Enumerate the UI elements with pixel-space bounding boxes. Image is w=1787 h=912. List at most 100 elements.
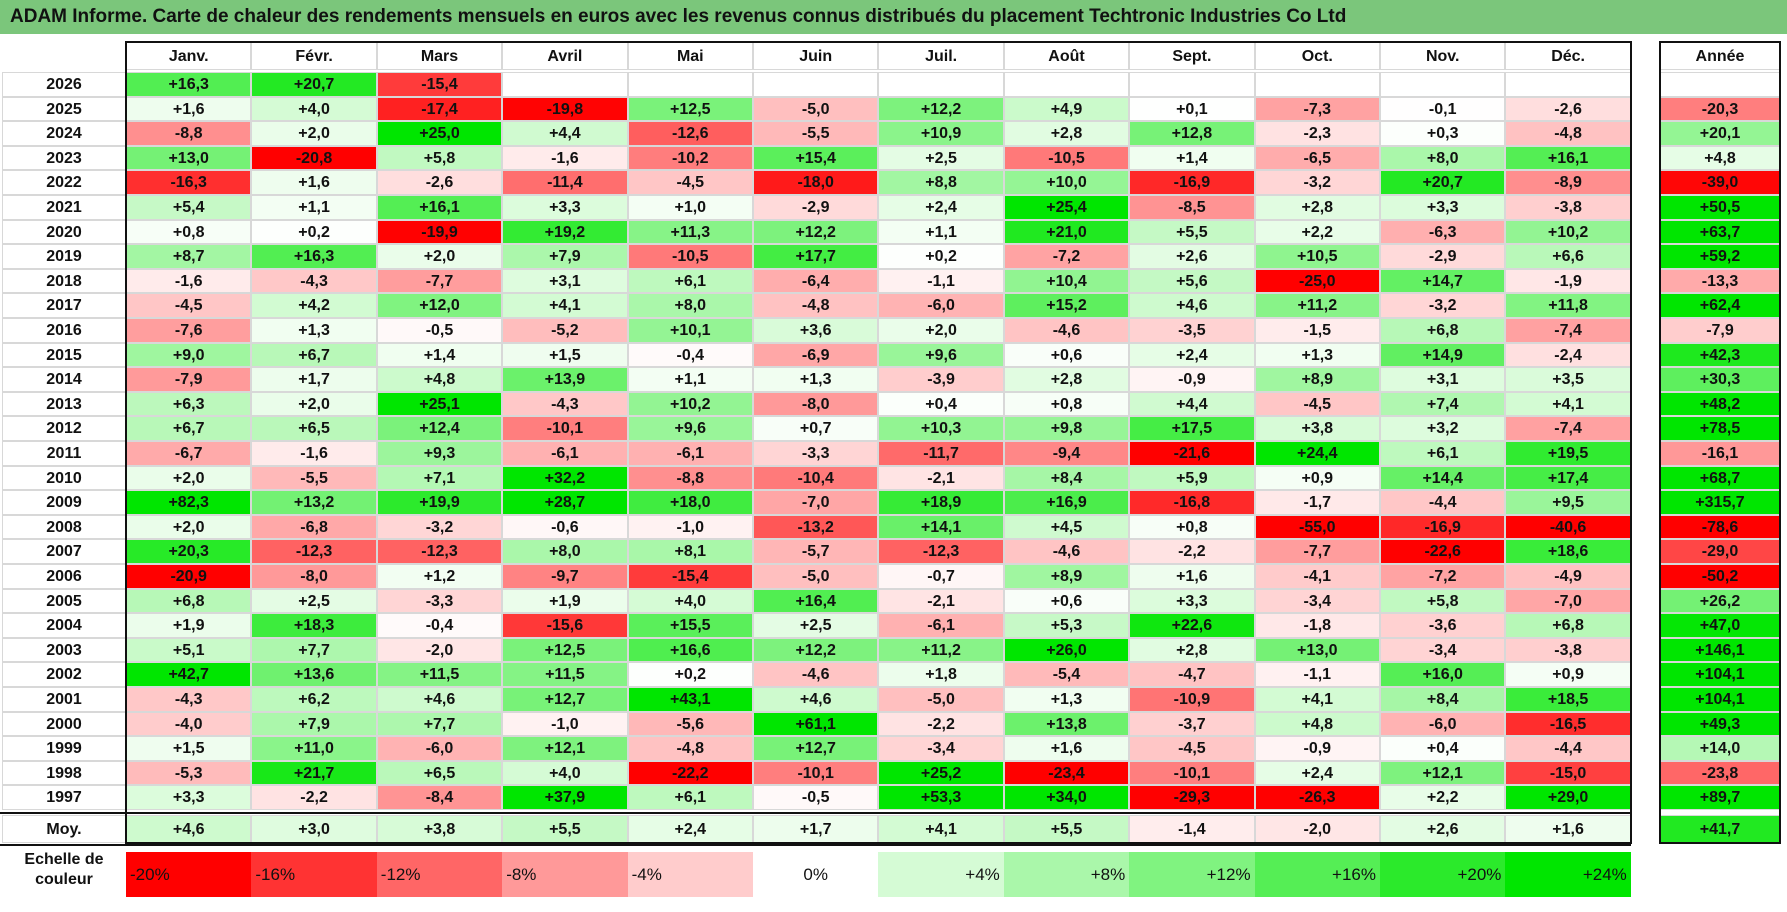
- heatmap-cell: +9,3: [376, 441, 503, 466]
- heatmap-cell: +22,6: [1129, 613, 1255, 638]
- heatmap-cell: -8,9: [1505, 170, 1631, 195]
- heatmap-cell: +15,5: [627, 613, 753, 638]
- heatmap-cell: -0,1: [1380, 96, 1506, 122]
- heatmap-cell: +20,7: [251, 72, 377, 97]
- heatmap-cell: -4,6: [1003, 539, 1130, 564]
- heatmap-cell: -3,8: [1505, 637, 1631, 663]
- average-label: Moy.: [2, 815, 126, 843]
- row-year-label: 2025: [2, 96, 126, 122]
- heatmap-cell: +82,3: [126, 490, 252, 515]
- heatmap-cell: +10,0: [1003, 170, 1130, 195]
- heatmap-cell: +1,5: [126, 736, 252, 761]
- heatmap-cell: +12,5: [502, 637, 628, 663]
- heatmap-cell: -3,8: [1505, 195, 1631, 220]
- heatmap-cell: +24,4: [1254, 441, 1380, 466]
- annual-cell: +20,1: [1660, 121, 1780, 146]
- heatmap-cell: -3,2: [1254, 170, 1380, 195]
- average-cell: +5,5: [502, 815, 628, 843]
- annual-cell: +315,7: [1660, 490, 1780, 515]
- heatmap-cell: -7,0: [1505, 588, 1631, 614]
- heatmap-cell: -10,1: [1129, 760, 1255, 786]
- row-year-label: 2005: [2, 588, 126, 614]
- heatmap-cell: -21,6: [1129, 441, 1255, 466]
- annual-cell: +78,5: [1660, 416, 1780, 441]
- heatmap-cell: -6,0: [376, 736, 503, 761]
- heatmap-cell: +9,6: [627, 416, 753, 441]
- heatmap-cell: +6,5: [376, 760, 503, 786]
- row-year-label: 2003: [2, 637, 126, 663]
- legend-swatch: +8%: [1003, 852, 1130, 897]
- heatmap-cell: -16,9: [1380, 514, 1506, 540]
- row-year-label: 2010: [2, 465, 126, 491]
- heatmap-cell: +0,3: [1380, 121, 1506, 146]
- heatmap-cell: -4,1: [1254, 564, 1380, 589]
- heatmap-cell: -23,4: [1003, 760, 1130, 786]
- heatmap-cell: -5,7: [753, 539, 879, 564]
- heatmap-cell: -5,6: [627, 711, 753, 737]
- heatmap-cell: +0,6: [1003, 588, 1130, 614]
- heatmap-cell: +5,1: [126, 637, 252, 663]
- heatmap-cell: +4,4: [1129, 391, 1255, 417]
- heatmap-cell: -2,6: [1505, 96, 1631, 122]
- heatmap-cell: +2,4: [1129, 342, 1255, 368]
- heatmap-cell: -11,4: [502, 170, 628, 195]
- heatmap-cell: -4,5: [627, 170, 753, 195]
- heatmap-cell: +0,8: [1129, 514, 1255, 540]
- heatmap-cell: +10,2: [627, 391, 753, 417]
- heatmap-cell: +2,5: [878, 145, 1004, 171]
- heatmap-cell: +2,0: [376, 244, 503, 269]
- heatmap-cell: +1,6: [251, 170, 377, 195]
- heatmap-cell: +6,7: [126, 416, 252, 441]
- heatmap-cell: +5,8: [376, 145, 503, 171]
- heatmap-cell: +13,2: [251, 490, 377, 515]
- heatmap-cell: -0,9: [1254, 736, 1380, 761]
- heatmap-cell: +29,0: [1505, 785, 1631, 810]
- heatmap-cell: +1,2: [376, 564, 503, 589]
- heatmap-cell: +16,4: [753, 588, 879, 614]
- heatmap-cell: -8,8: [627, 465, 753, 491]
- heatmap-cell: +8,1: [627, 539, 753, 564]
- heatmap-cell: -0,5: [753, 785, 879, 810]
- heatmap-cell: +28,7: [502, 490, 628, 515]
- heatmap-cell: +7,1: [376, 465, 503, 491]
- annual-cell: +89,7: [1660, 785, 1780, 810]
- legend-label: Echelle de couleur: [24, 851, 104, 888]
- heatmap-cell: +2,8: [1003, 367, 1130, 392]
- annual-cell: -20,3: [1660, 96, 1780, 122]
- heatmap-cell: +17,4: [1505, 465, 1631, 491]
- heatmap-cell: +4,6: [753, 687, 879, 712]
- heatmap-cell: -3,3: [376, 588, 503, 614]
- heatmap-cell: -6,9: [753, 342, 879, 368]
- heatmap-cell: -40,6: [1505, 514, 1631, 540]
- heatmap-cell: -7,0: [753, 490, 879, 515]
- heatmap-cell: +2,0: [126, 514, 252, 540]
- heatmap-cell: -1,6: [251, 441, 377, 466]
- heatmap-cell: +1,0: [627, 195, 753, 220]
- legend-swatch: +16%: [1254, 852, 1380, 897]
- heatmap-cell: -4,7: [1129, 662, 1255, 687]
- heatmap-cell: -6,4: [753, 268, 879, 294]
- heatmap-cell: +2,0: [251, 121, 377, 146]
- heatmap-cell: +4,0: [627, 588, 753, 614]
- heatmap-cell: +14,4: [1380, 465, 1506, 491]
- heatmap-cell: +6,8: [1505, 613, 1631, 638]
- heatmap-cell: -4,8: [627, 736, 753, 761]
- heatmap-cell: +0,4: [878, 391, 1004, 417]
- heatmap-cell: -8,0: [251, 564, 377, 589]
- annual-cell: +26,2: [1660, 588, 1780, 614]
- heatmap-cell: +8,8: [878, 170, 1004, 195]
- annual-cell: +50,5: [1660, 195, 1780, 220]
- heatmap-cell: +5,8: [1380, 588, 1506, 614]
- row-year-label: 1998: [2, 760, 126, 786]
- row-year-label: 2021: [2, 195, 126, 220]
- row-year-label: 2018: [2, 268, 126, 294]
- heatmap-cell: -3,5: [1129, 318, 1255, 343]
- heatmap-cell: +6,3: [126, 391, 252, 417]
- heatmap-cell: +6,1: [627, 785, 753, 810]
- legend-swatch: +20%: [1380, 852, 1506, 897]
- heatmap-cell: -0,5: [376, 318, 503, 343]
- heatmap-cell: +1,4: [1129, 145, 1255, 171]
- heatmap-cell: -4,3: [126, 687, 252, 712]
- heatmap-cell: +1,5: [502, 342, 628, 368]
- heatmap-cell: +0,2: [627, 662, 753, 687]
